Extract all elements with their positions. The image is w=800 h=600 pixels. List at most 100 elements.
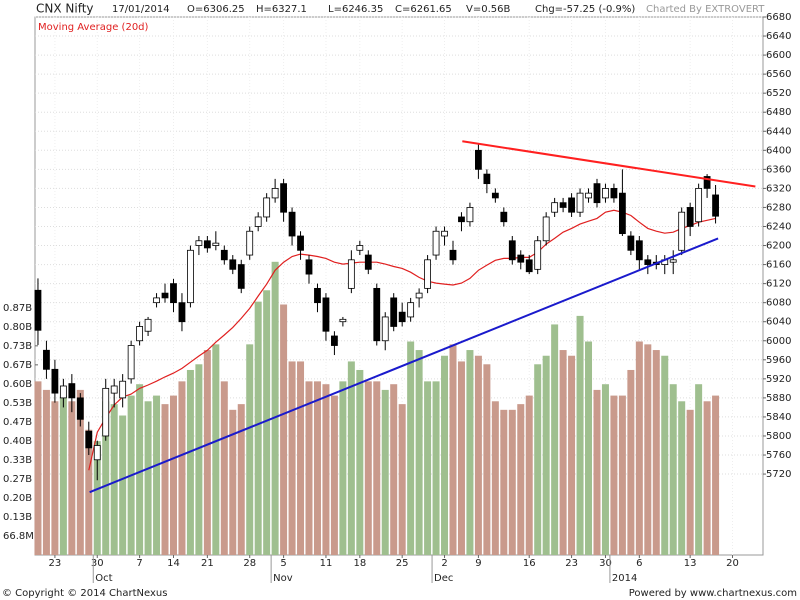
candle-body bbox=[432, 230, 440, 256]
candle-body bbox=[102, 387, 110, 437]
candle-body bbox=[585, 192, 592, 199]
candle-body bbox=[220, 249, 228, 261]
candle-body bbox=[602, 187, 609, 199]
x-tick-label: 16 bbox=[523, 558, 536, 569]
y-tick-label: 6320 bbox=[766, 183, 791, 194]
x-tick-label: 21 bbox=[201, 558, 214, 569]
volume-bar bbox=[525, 395, 533, 555]
candle-body bbox=[212, 242, 220, 246]
x-tick-label: 13 bbox=[684, 558, 697, 569]
candle-body bbox=[271, 187, 279, 199]
candle-body bbox=[415, 292, 423, 299]
y2-tick-label: 0.47B bbox=[3, 417, 32, 428]
volume-bar bbox=[305, 381, 313, 555]
candle-body bbox=[424, 259, 431, 289]
x-tick-label: 5 bbox=[280, 558, 286, 569]
candle-body bbox=[559, 202, 567, 208]
x-tick-label: 11 bbox=[320, 558, 333, 569]
volume-bar bbox=[110, 404, 118, 555]
candle-body bbox=[51, 368, 59, 394]
y-tick-label: 6640 bbox=[766, 31, 791, 42]
volume-bar bbox=[153, 395, 161, 555]
volume-bar bbox=[42, 389, 50, 555]
symbol: CNX Nifty bbox=[36, 2, 94, 16]
candle-body bbox=[593, 183, 601, 204]
candle-body bbox=[76, 397, 84, 420]
volume-bar bbox=[212, 344, 220, 555]
month-label: Oct bbox=[95, 573, 112, 584]
candle-body bbox=[466, 207, 474, 223]
candle-body bbox=[237, 264, 245, 289]
volume-bar bbox=[254, 301, 262, 555]
volume-bar bbox=[542, 355, 550, 555]
candle-body bbox=[229, 259, 237, 270]
plot: 5720576058005840588059205960600060406080… bbox=[3, 12, 791, 584]
candle-body bbox=[644, 259, 652, 265]
y-tick-label: 6200 bbox=[766, 241, 791, 252]
volume-bar bbox=[364, 381, 372, 555]
y-tick-label: 5800 bbox=[766, 431, 791, 442]
volume-bar bbox=[415, 350, 423, 555]
highlight-marker bbox=[681, 232, 697, 248]
volume-bar bbox=[339, 381, 347, 555]
candle-body bbox=[712, 194, 719, 217]
volume-bar bbox=[263, 290, 271, 555]
candle-body bbox=[551, 202, 559, 213]
candle-body bbox=[246, 230, 254, 256]
candle-body bbox=[508, 240, 516, 261]
volume-bar bbox=[313, 381, 321, 555]
volume-bar bbox=[457, 361, 465, 555]
volume-bar bbox=[195, 364, 203, 555]
volume-bar bbox=[635, 341, 643, 555]
volume-bar bbox=[491, 401, 499, 555]
candle-body bbox=[568, 197, 575, 213]
candle-body bbox=[441, 230, 448, 237]
candle-body bbox=[491, 192, 499, 199]
volume-bar bbox=[322, 384, 330, 555]
highlight-marker bbox=[710, 214, 724, 230]
candle-body bbox=[297, 235, 304, 251]
candle-body bbox=[254, 216, 262, 227]
candle-body bbox=[373, 287, 381, 342]
volume-bar bbox=[466, 350, 474, 555]
candle-body bbox=[475, 149, 482, 170]
x-tick-label: 23 bbox=[49, 558, 62, 569]
volume-bar bbox=[297, 361, 305, 555]
y-tick-label: 6680 bbox=[766, 12, 791, 23]
volume-bar bbox=[76, 389, 84, 555]
volume-bar bbox=[347, 361, 355, 555]
x-tick-label: 18 bbox=[353, 558, 366, 569]
volume-bar bbox=[593, 389, 601, 555]
x-tick-label: 23 bbox=[565, 558, 578, 569]
candle-body bbox=[43, 349, 50, 370]
x-tick-label: 7 bbox=[136, 558, 142, 569]
y-tick-label: 6160 bbox=[766, 260, 791, 271]
x-tick-label: 6 bbox=[636, 558, 642, 569]
y2-tick-label: 0.13B bbox=[3, 512, 32, 523]
x-tick-label: 25 bbox=[396, 558, 409, 569]
candle-body bbox=[305, 259, 313, 275]
x-tick-label: 20 bbox=[726, 558, 739, 569]
y-tick-label: 6080 bbox=[766, 298, 791, 309]
volume-bar bbox=[585, 341, 593, 555]
trendline bbox=[462, 140, 756, 188]
candle-body bbox=[347, 259, 355, 289]
candle-body bbox=[627, 235, 635, 251]
candle-body bbox=[339, 318, 347, 323]
y-tick-label: 6520 bbox=[766, 88, 791, 99]
candle-body bbox=[59, 385, 67, 399]
y-tick-label: 6240 bbox=[766, 221, 791, 232]
y2-tick-label: 66.8M bbox=[3, 531, 34, 542]
volume-bar bbox=[407, 341, 415, 555]
candle-body bbox=[170, 283, 177, 304]
x-tick-label: 30 bbox=[599, 558, 612, 569]
month-label: Nov bbox=[273, 573, 293, 584]
y2-tick-label: 0.20B bbox=[3, 493, 32, 504]
y2-tick-label: 0.87B bbox=[3, 303, 32, 314]
volume-bar bbox=[517, 404, 525, 555]
volume-bar bbox=[678, 401, 686, 555]
volume-bar bbox=[551, 324, 559, 555]
candle-body bbox=[458, 216, 465, 223]
candle-body bbox=[136, 326, 144, 342]
candle-body bbox=[161, 292, 169, 299]
